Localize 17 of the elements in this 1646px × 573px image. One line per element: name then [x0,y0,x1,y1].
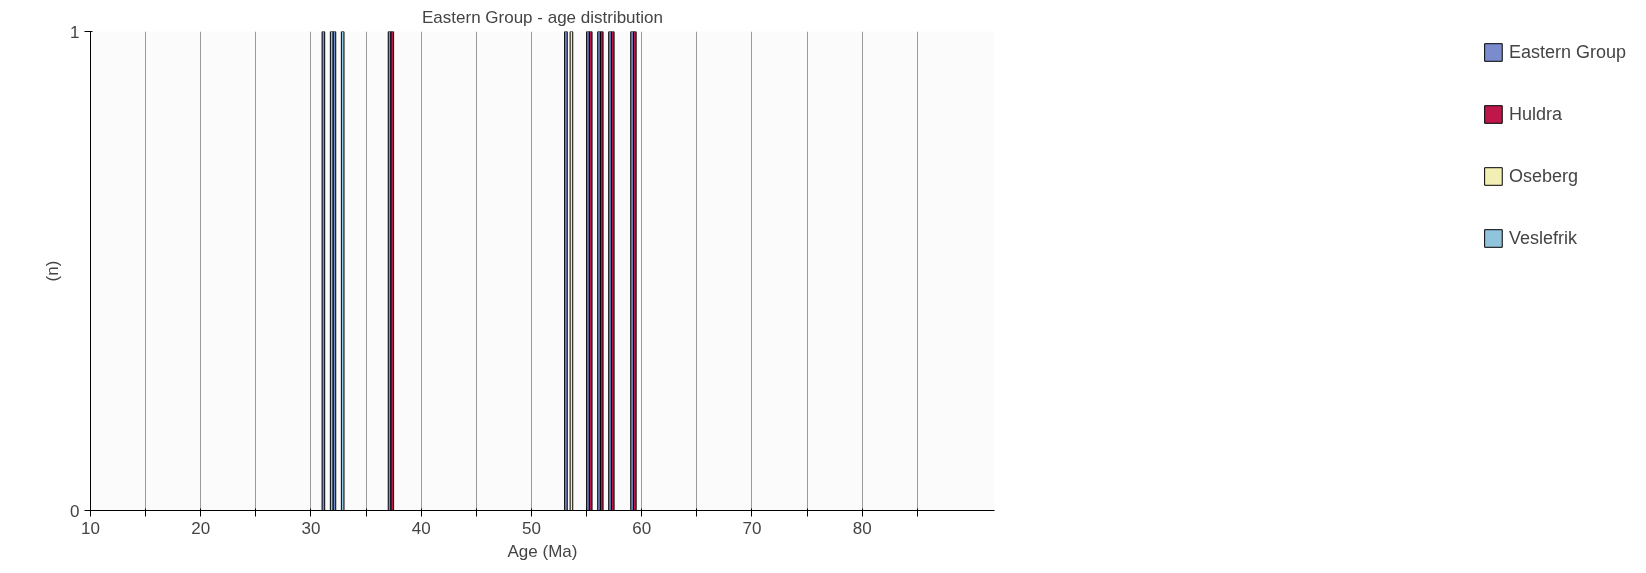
y-tick-label: 1 [70,22,80,42]
x-tick-label: 60 [632,518,652,538]
x-tick-label: 20 [191,518,211,538]
legend-label: Huldra [1508,103,1562,125]
x-tick-label: 30 [301,518,321,538]
legend-label: Oseberg [1508,165,1578,187]
x-tick-label: 40 [411,518,431,538]
x-tick-label: 10 [81,518,100,538]
x-tick-label: 70 [742,518,762,538]
x-tick-label: 50 [522,518,541,538]
chart-title: Eastern Group - age distribution [422,7,663,27]
y-axis-title: (n) [43,260,63,282]
x-tick-label: 80 [852,518,872,538]
legend-label: Eastern Group [1508,41,1626,63]
x-axis-title: Age (Ma) [507,541,578,561]
y-tick-label: 0 [70,501,80,521]
legend-label: Veslefrik [1508,227,1577,249]
